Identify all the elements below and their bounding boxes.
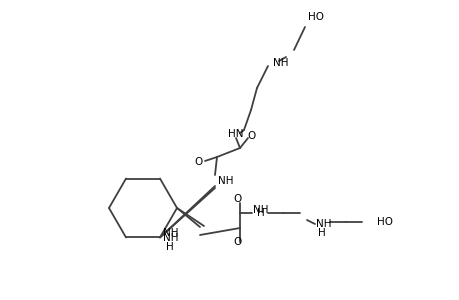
Text: O: O xyxy=(233,237,241,247)
Text: H: H xyxy=(317,228,325,238)
Text: NH: NH xyxy=(162,228,178,238)
Text: HO: HO xyxy=(308,12,323,22)
Text: HN: HN xyxy=(228,129,243,139)
Text: NH: NH xyxy=(272,58,288,68)
Text: NH: NH xyxy=(162,233,178,243)
Text: H: H xyxy=(257,208,264,218)
Text: NH: NH xyxy=(252,205,268,215)
Text: HO: HO xyxy=(376,217,392,227)
Text: NH: NH xyxy=(315,219,331,229)
Text: O: O xyxy=(195,157,203,167)
Text: NH: NH xyxy=(218,176,233,186)
Text: O: O xyxy=(233,194,241,204)
Text: H: H xyxy=(166,242,174,252)
Text: O: O xyxy=(247,131,256,141)
